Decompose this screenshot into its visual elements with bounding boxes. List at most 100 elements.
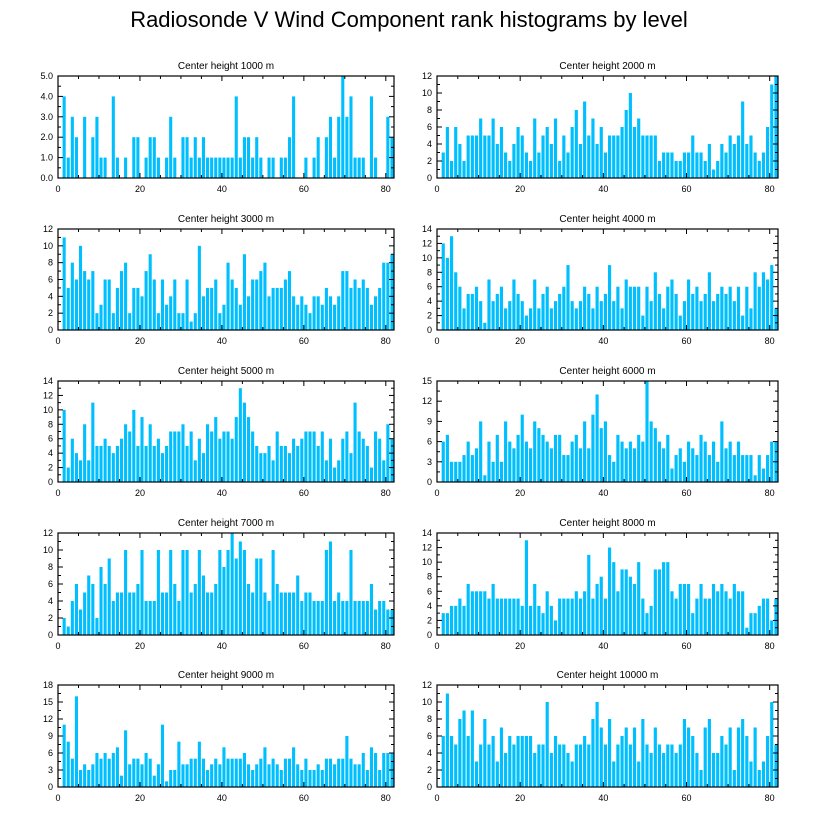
histogram-bar [508,736,512,787]
histogram-bar [657,569,662,635]
histogram-bar [632,584,637,635]
histogram-bar [124,157,128,178]
histogram-bar [226,431,230,482]
histogram-bar [206,287,210,330]
histogram-bar [271,758,275,787]
histogram-bar [574,110,578,178]
histogram-bar [678,315,682,330]
histogram-bar [587,448,591,482]
histogram-bar [132,758,136,787]
histogram-bar [641,315,645,330]
histogram-bar [66,741,70,787]
histogram-bar [545,591,549,635]
histogram-bar [732,584,736,635]
histogram-bar [341,438,345,482]
histogram-bar [774,598,778,635]
x-tick-label: 60 [682,184,692,194]
histogram-bar [279,592,283,635]
histogram-bar [537,744,541,787]
histogram-bar [508,598,512,635]
histogram-bar [479,421,483,482]
histogram-bar [516,598,520,635]
histogram-bar [745,627,749,635]
histogram-bar [570,598,574,635]
histogram-bar [304,592,308,635]
histogram-bar [132,409,136,482]
histogram-bar [645,613,649,635]
histogram-bar [666,434,670,482]
y-tick-label: 8 [427,267,432,277]
histogram-bar [255,137,259,178]
histogram-bar [504,421,508,482]
histogram-bar [95,618,99,635]
histogram-bar [653,727,657,787]
histogram-bar [678,448,682,482]
y-tick-label: 10 [422,557,432,567]
histogram-bar [678,161,682,178]
histogram-bar [674,455,678,482]
histogram-bar [512,279,516,330]
histogram-bar [259,453,263,482]
histogram-bar [595,394,599,482]
histogram-bar [369,96,374,178]
histogram-bar [353,157,357,178]
histogram-bar [169,770,173,787]
histogram-bar [558,744,562,787]
histogram-bar [483,475,487,482]
histogram-bar [512,598,516,635]
histogram-bar [103,584,107,635]
figure-title: Radiosonde V Wind Component rank histogr… [130,7,688,32]
histogram-bar [612,135,616,178]
panel-title: Center height 2000 m [559,61,655,72]
panel-title: Center height 1000 m [178,61,274,72]
y-tick-label: 0 [427,477,432,487]
histogram-bar [382,460,386,482]
histogram-bar [724,591,728,635]
x-tick-label: 60 [299,793,309,803]
histogram-bar [512,448,516,482]
histogram-bar [591,598,595,635]
histogram-bar [666,152,670,178]
histogram-bar [197,157,201,178]
histogram-bar [165,445,169,482]
histogram-bar [369,467,374,482]
histogram-bar [624,448,628,482]
histogram-bar [612,461,616,482]
histogram-bar [479,301,483,330]
histogram-bar [707,455,711,482]
histogram-bar [148,137,152,178]
histogram-bar [599,127,603,178]
histogram-bar [699,770,703,787]
histogram-bar [620,569,624,635]
histogram-bar [612,761,616,787]
histogram-bar [341,76,345,178]
histogram-bar [308,313,312,330]
histogram-bar [641,135,645,178]
histogram-bar [124,550,128,635]
histogram-bar [328,116,333,178]
histogram-bar [283,592,287,635]
histogram-bar [234,558,238,635]
histogram-bar [691,135,695,178]
x-tick-label: 20 [515,488,525,498]
histogram-bar [603,598,607,635]
x-tick-label: 80 [381,184,391,194]
x-tick-label: 20 [135,184,145,194]
histogram-bar [703,293,707,330]
histogram-bar [345,116,349,178]
histogram-bar [304,157,308,178]
histogram-bar [99,567,103,635]
histogram-bar [259,157,263,178]
histogram-bar [724,152,728,178]
histogram-bar [173,770,177,787]
histogram-bar [524,540,528,635]
y-tick-label: 4 [48,291,53,301]
y-tick-label: 8 [48,419,53,429]
x-tick-label: 80 [765,184,775,194]
histogram-bar [687,727,691,787]
histogram-bar [703,161,707,178]
histogram-bar [357,601,361,635]
histogram-bar [566,753,570,787]
histogram-bar [251,157,255,178]
histogram-bar [185,279,189,330]
